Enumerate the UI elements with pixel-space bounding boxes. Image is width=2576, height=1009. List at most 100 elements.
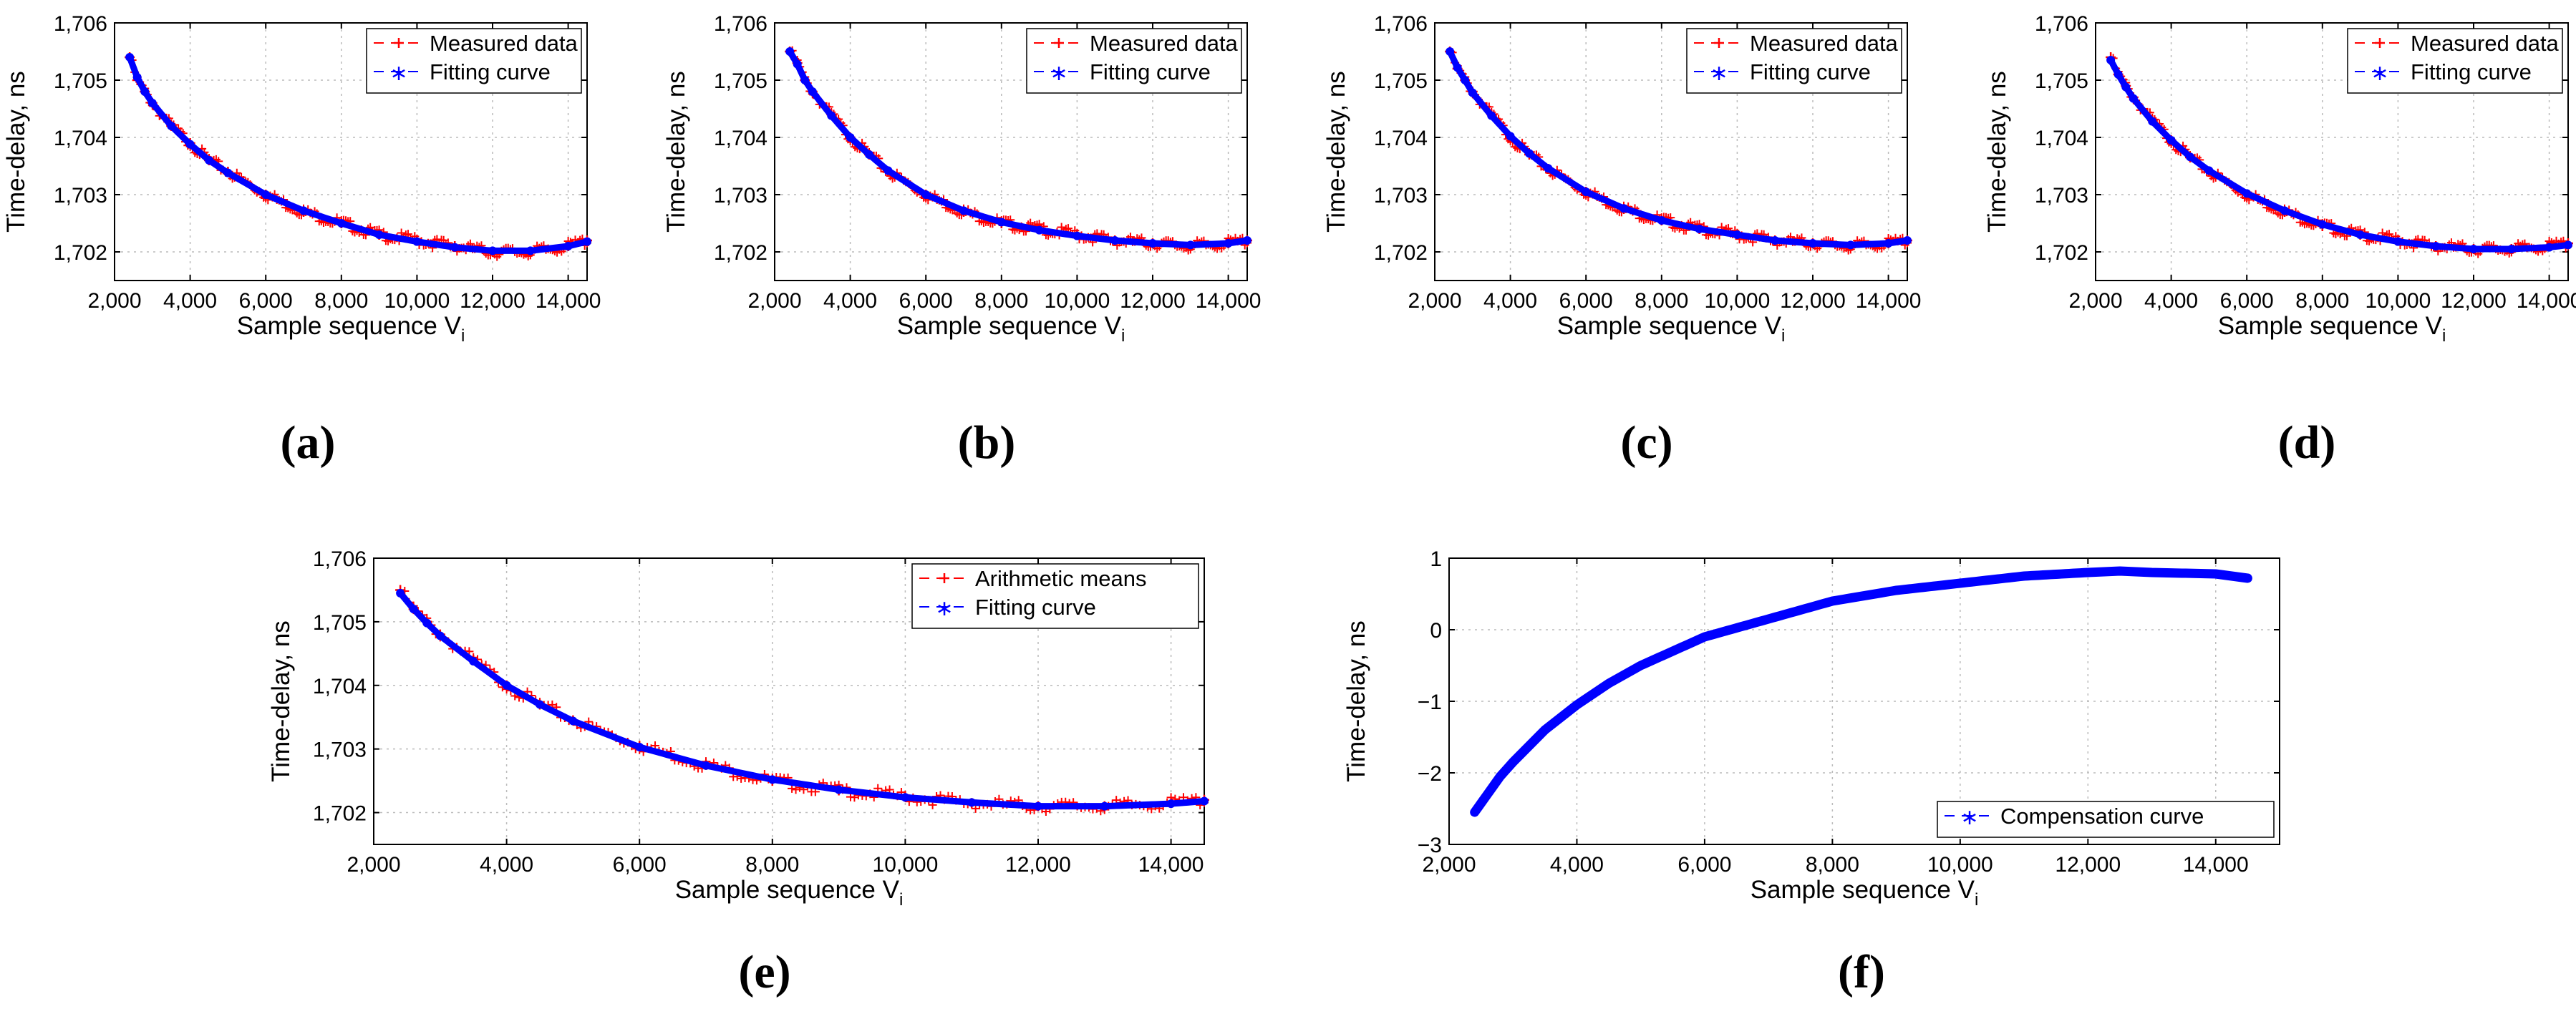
y-tick-label: 1,702 [54,241,107,265]
legend-marker-plus [1714,38,1724,48]
panel-caption: (a) [281,416,336,469]
x-tick-label: 12,000 [1780,289,1846,313]
y-tick-label: 1,705 [54,69,107,93]
legend-marker-plus [939,573,949,583]
y-axis-label: Time-delay, ns [267,620,295,782]
y-tick-label: 1,703 [714,184,768,208]
y-tick-label: 1,704 [1374,127,1428,150]
x-tick-label: 14,000 [1856,289,1922,313]
legend-entry: Arithmetic means [975,566,1146,591]
legend-marker-star: ∗ [2371,61,2388,86]
x-axis-label: Sample sequence Vi [675,876,904,910]
x-tick-label: 14,000 [1138,853,1204,877]
y-tick-label: 1,706 [54,12,107,36]
legend-marker-plus [2375,38,2385,48]
legend-entry: Fitting curve [2411,59,2532,84]
axes-frame [774,22,1248,281]
x-tick-label: 12,000 [460,289,526,313]
panel-caption: (d) [2278,416,2336,469]
legend-entry: Measured data [2411,31,2560,56]
y-tick-label: 1,702 [2035,241,2088,265]
x-tick-label: 12,000 [1120,289,1186,313]
x-axis-label-main: Sample sequence V [237,312,462,340]
legend: Measured data ∗ Fitting curve [2347,28,2563,94]
x-tick-label: 8,000 [2295,289,2349,313]
x-axis-label-subscript: i [461,326,465,346]
y-tick-label: 1,702 [1374,241,1428,265]
x-tick-label: 12,000 [1005,853,1071,877]
x-axis-label-subscript: i [1121,326,1125,346]
legend-box [2347,28,2563,94]
x-tick-label: 14,000 [2183,853,2249,877]
legend-marker-plus [1054,38,1064,48]
legend-entry: Fitting curve [1750,59,1871,84]
legend-entry: Measured data [430,31,578,56]
chart-panel-2: 2,000 4,000 6,000 8,000 10,000 12,000 14,000 1,… [662,12,1261,469]
legend-entry: Fitting curve [1090,59,1211,84]
y-axis-label: Time-delay, ns [662,71,690,233]
y-axis-label: Time-delay, ns [1983,71,2011,233]
x-tick-label: 8,000 [1806,853,1859,877]
x-axis-label-subscript: i [1781,326,1785,346]
x-axis-label-main: Sample sequence V [1557,312,1782,340]
x-axis-label: Sample sequence Vi [897,312,1125,346]
legend-entry: Fitting curve [430,59,551,84]
x-tick-label: 8,000 [314,289,368,313]
legend-marker-star: ∗ [935,596,953,621]
x-tick-label: 12,000 [2441,289,2507,313]
x-axis-label-subscript: i [2442,326,2446,346]
x-tick-label: 6,000 [2220,289,2274,313]
x-axis-label-subscript: i [1975,890,1978,910]
x-tick-label: 4,000 [823,289,877,313]
x-tick-label: 10,000 [1045,289,1110,313]
legend-box [1686,28,1902,94]
axes-frame [1434,22,1908,281]
y-tick-label: 1,704 [54,127,107,150]
x-axis-label-main: Sample sequence V [1751,876,1975,904]
y-tick-label: 1,705 [1374,69,1428,93]
legend: ∗ Compensation curve [1937,801,2275,838]
y-tick-label: 1 [1430,547,1442,571]
chart-panel-5: 2,000 4,000 6,000 8,000 10,000 12,000 14,000 1,… [267,547,1209,998]
legend-marker-star: ∗ [389,61,407,86]
legend: Arithmetic means ∗ Fitting curve [911,563,1199,629]
y-tick-label: 1,705 [2035,69,2088,93]
panel-caption: (f) [1838,946,1885,998]
y-axis-label: Time-delay, ns [1322,71,1350,233]
legend-marker-plus [394,38,404,48]
legend-entry: Compensation curve [2000,804,2204,829]
y-tick-label: 1,704 [714,127,768,150]
y-tick-label: 1,705 [313,611,367,635]
y-tick-label: 1,702 [714,241,768,265]
x-tick-label: 6,000 [1559,289,1613,313]
chart-panel-6: 2,000 4,000 6,000 8,000 10,000 12,000 14,000 −3… [1342,547,2280,998]
x-tick-label: 10,000 [873,853,939,877]
legend-box [911,563,1199,629]
legend-entry: Measured data [1090,31,1239,56]
x-axis-label-subscript: i [899,890,903,910]
x-tick-label: 2,000 [2068,289,2122,313]
y-tick-label: 1,705 [714,69,768,93]
x-tick-label: 10,000 [384,289,450,313]
fitting-trace [1470,566,2252,817]
x-tick-label: 8,000 [1635,289,1688,313]
x-axis-label-main: Sample sequence V [897,312,1122,340]
fitting-trace [786,48,1251,248]
x-tick-label: 12,000 [2055,853,2121,877]
x-axis-label-main: Sample sequence V [675,876,900,904]
axes-frame [2095,22,2569,281]
legend: Measured data ∗ Fitting curve [1026,28,1242,94]
x-axis-label-main: Sample sequence V [2218,312,2443,340]
x-tick-label: 6,000 [1677,853,1731,877]
legend: Measured data ∗ Fitting curve [1686,28,1902,94]
y-tick-label: −1 [1418,691,1442,714]
legend-entry: Measured data [1750,31,1899,56]
legend-marker-star: ∗ [1710,61,1728,86]
x-tick-label: 6,000 [613,853,667,877]
y-tick-label: −3 [1418,834,1442,857]
x-tick-label: 6,000 [239,289,293,313]
x-tick-label: 4,000 [480,853,533,877]
y-tick-label: 1,704 [2035,127,2088,150]
y-tick-label: 1,704 [313,675,367,698]
